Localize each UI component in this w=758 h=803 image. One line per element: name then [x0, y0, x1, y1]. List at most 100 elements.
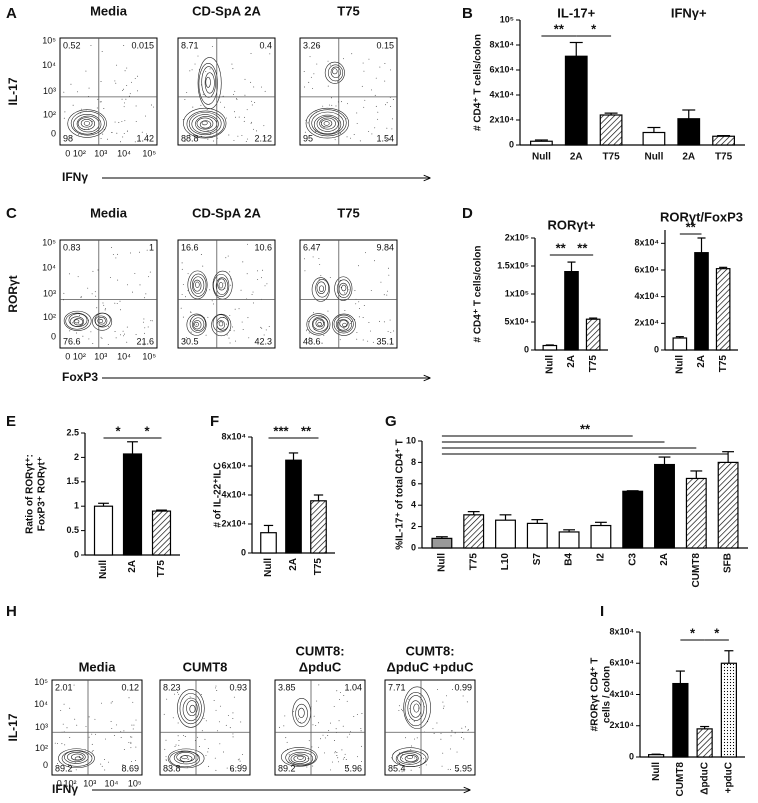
plot-title: Media	[90, 3, 128, 18]
x-tick-label: 10⁴	[104, 778, 118, 788]
plot-title: CUMT8:	[405, 643, 454, 658]
x-tick-label: 10²	[73, 148, 86, 158]
y-tick-label: 2x10⁴	[222, 518, 246, 528]
event-dot	[330, 722, 331, 724]
contour	[95, 315, 108, 327]
event-dot	[306, 330, 307, 332]
event-dot	[346, 736, 348, 738]
x-tick-label: 0	[65, 351, 70, 361]
event-dot	[76, 91, 78, 93]
event-dot	[425, 764, 427, 766]
event-dot	[85, 70, 87, 72]
event-dot	[211, 300, 213, 302]
event-dot	[343, 757, 345, 759]
contour	[186, 110, 225, 138]
event-dot	[104, 769, 106, 771]
quadrant-percent: 2.12	[254, 133, 272, 143]
event-dot	[232, 736, 234, 738]
event-dot	[96, 307, 98, 309]
event-dot	[201, 730, 203, 732]
contour	[193, 279, 202, 292]
event-dot	[174, 693, 175, 695]
event-dot	[388, 274, 390, 276]
event-dot	[92, 750, 94, 751]
event-dot	[285, 737, 287, 739]
event-dot	[132, 291, 133, 293]
contour	[199, 120, 212, 129]
contour	[397, 751, 422, 765]
event-dot	[183, 339, 185, 341]
event-dot	[250, 53, 252, 54]
event-dot	[278, 726, 280, 728]
event-dot	[361, 761, 363, 762]
event-dot	[297, 718, 299, 720]
contour	[65, 312, 89, 330]
event-dot	[318, 257, 320, 259]
contour	[193, 320, 202, 330]
contour	[61, 750, 93, 767]
event-dot	[408, 698, 410, 700]
bar	[599, 114, 623, 146]
event-dot	[344, 310, 346, 311]
x-tick-label: SFB	[723, 553, 734, 573]
event-dot	[253, 128, 254, 130]
event-dot	[390, 69, 392, 71]
event-dot	[102, 133, 104, 135]
y-tick-label: 2.5	[66, 427, 79, 437]
event-dot	[78, 134, 80, 136]
event-dot	[238, 308, 240, 310]
event-dot	[215, 769, 217, 771]
y-tick-label: 10⁵	[34, 677, 48, 687]
event-dot	[100, 763, 102, 765]
event-dot	[143, 344, 145, 346]
y-tick-label: 0	[629, 751, 634, 761]
event-dot	[192, 106, 194, 108]
event-dot	[90, 45, 92, 46]
contour	[186, 313, 207, 336]
event-dot	[72, 322, 74, 324]
event-dot	[386, 290, 388, 292]
contour	[391, 747, 429, 767]
event-dot	[135, 334, 137, 335]
event-dot	[308, 740, 310, 742]
event-dot	[351, 320, 353, 322]
event-dot	[375, 105, 377, 107]
event-dot	[345, 759, 347, 760]
event-dot	[364, 252, 366, 254]
x-tick-label: 2A	[570, 152, 583, 163]
quadrant-percent: 88.8	[181, 133, 199, 143]
x-tick-label: 0	[65, 148, 70, 158]
event-dot	[124, 70, 126, 72]
event-dot	[460, 736, 462, 738]
event-dot	[224, 106, 225, 108]
event-dot	[317, 45, 319, 47]
x-tick-label: T75	[602, 152, 620, 163]
event-dot	[374, 127, 376, 129]
quadrant-percent: 3.85	[278, 682, 296, 692]
event-dot	[405, 737, 406, 739]
event-dot	[358, 301, 360, 303]
event-dot	[177, 722, 179, 724]
event-dot	[208, 765, 210, 767]
event-dot	[117, 253, 118, 255]
y-tick-label: 6x10⁴	[490, 64, 514, 74]
event-dot	[362, 339, 364, 341]
quadrant-percent: 6.47	[303, 242, 321, 252]
y-axis-label: # CD4⁺ T cells/colon	[473, 34, 484, 131]
event-dot	[265, 137, 267, 139]
plot-frame	[51, 679, 143, 776]
quadrant-percent: 0.93	[229, 682, 247, 692]
event-dot	[356, 756, 358, 758]
y-tick-label: 10²	[43, 109, 56, 119]
event-dot	[132, 728, 134, 730]
contour	[189, 314, 206, 333]
contour	[177, 689, 205, 728]
event-dot	[347, 765, 349, 767]
event-dot	[321, 342, 323, 344]
event-dot	[186, 92, 188, 93]
x-axis-label: IFNγ	[52, 782, 78, 796]
event-dot	[414, 738, 416, 740]
y-tick-label: 1x10⁵	[505, 288, 529, 298]
event-dot	[78, 322, 80, 324]
event-dot	[139, 251, 140, 253]
